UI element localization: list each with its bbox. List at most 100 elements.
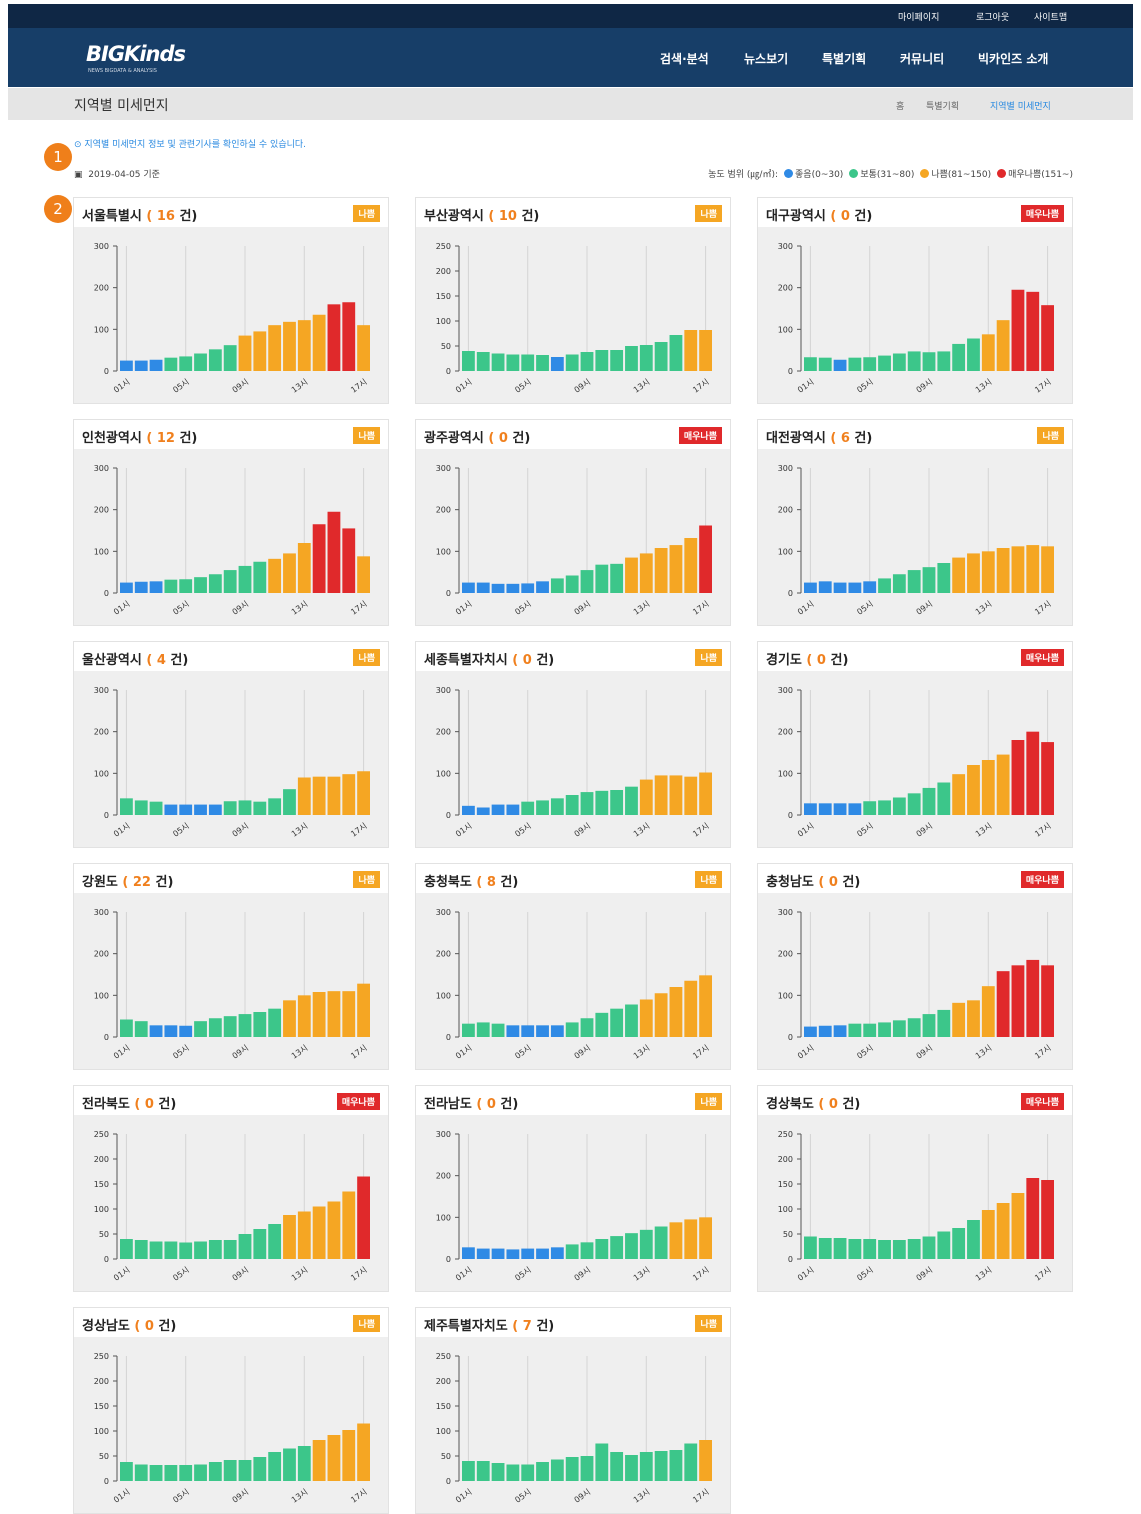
chart: 0 50 100 150 200 250 01시 05시 09시 13시 17시 xyxy=(436,242,712,395)
x-tick-label: 17시 xyxy=(1033,1265,1053,1282)
bar xyxy=(699,525,712,593)
chart-title: 전라남도 0건 xyxy=(424,1093,518,1112)
chart: 0 100 200 300 01시 05시 09시 13시 17시 xyxy=(436,686,712,839)
bar xyxy=(1011,740,1025,815)
date: 2019-04-05 기준 xyxy=(88,170,160,180)
chart-title: 울산광역시 4건 xyxy=(82,649,188,668)
x-tick-label: 17시 xyxy=(691,1265,711,1282)
bar xyxy=(967,1000,980,1037)
y-tick-label: 0 xyxy=(104,1033,109,1042)
bar xyxy=(223,1016,237,1037)
bar xyxy=(521,583,535,593)
legend-item: 나쁨(81~150) xyxy=(920,167,991,180)
chart-title: 전라북도 0건 xyxy=(82,1093,176,1112)
x-tick-label: 01시 xyxy=(454,1265,474,1282)
card-header xyxy=(74,864,388,893)
menu-item[interactable]: 커뮤니티 xyxy=(900,52,945,66)
x-tick-label: 09시 xyxy=(231,599,251,616)
bar xyxy=(521,354,535,371)
legend: 농도 범위 (㎍/㎥): 좋음(0~30) 보통(31~80) 나쁨(81~150) 매… xyxy=(708,167,1073,180)
y-tick-label: 200 xyxy=(778,950,793,959)
card-header xyxy=(416,864,730,893)
bar xyxy=(848,1023,862,1037)
count: 4 xyxy=(146,653,166,668)
menu-item[interactable]: 특별기획 xyxy=(822,52,867,66)
count: 0 xyxy=(806,653,826,668)
y-tick-label: 100 xyxy=(778,991,793,1000)
bar xyxy=(699,1440,712,1481)
chart: 0 100 200 300 01시 05시 09시 13시 17시 xyxy=(94,464,370,617)
chart-card: 0 100 200 300 01시 05시 09시 13시 17시 대전광역시 6건 나쁨 xyxy=(757,419,1073,626)
x-tick-label: 05시 xyxy=(171,1487,191,1504)
bar xyxy=(327,511,341,593)
count: 0 xyxy=(476,1097,496,1112)
x-tick-label: 01시 xyxy=(454,1487,474,1504)
region-name: 강원도 xyxy=(82,875,118,890)
date-line: ▣ 2019-04-05 기준 xyxy=(74,170,160,180)
count: 6 xyxy=(830,431,850,446)
bar xyxy=(818,1025,832,1037)
bar xyxy=(506,804,520,815)
x-tick-label: 09시 xyxy=(573,599,593,616)
bar xyxy=(550,1025,564,1037)
bar xyxy=(164,1465,178,1481)
bar xyxy=(625,1233,638,1259)
logo[interactable]: BIGKinds xyxy=(86,42,186,66)
top-link[interactable]: 마이페이지 xyxy=(898,13,940,23)
y-tick-label: 200 xyxy=(778,506,793,515)
bar xyxy=(684,538,698,593)
x-tick-label: 01시 xyxy=(112,599,132,616)
count-unit: 건 xyxy=(532,1319,554,1334)
y-tick-label: 100 xyxy=(778,769,793,778)
menu-item[interactable]: 빅카인즈 소개 xyxy=(978,52,1049,66)
bar xyxy=(654,993,668,1037)
card-header xyxy=(74,642,388,671)
x-tick-label: 13시 xyxy=(632,1487,652,1504)
y-tick-label: 300 xyxy=(778,242,793,251)
top-link[interactable]: 사이트맵 xyxy=(1034,13,1068,23)
bar xyxy=(610,350,624,371)
y-tick-label: 200 xyxy=(436,1377,451,1386)
badge: 매우나쁨 xyxy=(1020,871,1064,888)
bar xyxy=(937,1231,951,1259)
region-name: 제주특별자치도 xyxy=(424,1319,508,1334)
count: 22 xyxy=(122,875,151,890)
chart: 0 50 100 150 200 250 01시 05시 09시 13시 17시 xyxy=(94,1130,370,1283)
region-name: 경기도 xyxy=(766,653,802,668)
bar xyxy=(521,1248,535,1259)
x-tick-label: 09시 xyxy=(573,1043,593,1060)
y-tick-label: 200 xyxy=(94,1155,109,1164)
region-name: 대전광역시 xyxy=(766,431,826,446)
menu-item[interactable]: 뉴스보기 xyxy=(744,52,789,66)
bar xyxy=(580,352,594,371)
bar xyxy=(625,346,638,371)
bar xyxy=(699,975,712,1037)
bar xyxy=(684,1443,698,1481)
chart: 0 100 200 300 01시 05시 09시 13시 17시 xyxy=(436,464,712,617)
x-tick-label: 13시 xyxy=(632,599,652,616)
y-tick-label: 50 xyxy=(441,1452,451,1461)
x-tick-label: 09시 xyxy=(915,821,935,838)
x-tick-label: 13시 xyxy=(974,1043,994,1060)
top-link[interactable]: 로그아웃 xyxy=(976,13,1010,23)
breadcrumb-item[interactable]: 홈 xyxy=(896,102,905,112)
menu-item[interactable]: 검색·분석 xyxy=(660,52,709,66)
chart-title: 세종특별자치시 0건 xyxy=(424,649,554,668)
bar xyxy=(848,803,862,815)
badge: 나쁨 xyxy=(695,649,722,666)
breadcrumb-item[interactable]: 특별기획 xyxy=(926,102,960,112)
bar xyxy=(297,543,311,593)
chart-card: 0 100 200 300 01시 05시 09시 13시 17시 강원도 22건 나쁨 xyxy=(73,863,389,1070)
y-tick-label: 300 xyxy=(436,464,451,473)
bar xyxy=(610,790,624,815)
bar xyxy=(833,359,847,371)
bar xyxy=(253,1012,267,1037)
chart-card: 0 100 200 300 01시 05시 09시 13시 17시 서울특별시 16건 나쁨 xyxy=(73,197,389,404)
x-tick-label: 13시 xyxy=(974,1265,994,1282)
bar xyxy=(1011,1193,1025,1259)
bar xyxy=(312,1440,326,1481)
bar xyxy=(967,338,980,371)
bar xyxy=(491,804,505,815)
card-header xyxy=(416,198,730,227)
